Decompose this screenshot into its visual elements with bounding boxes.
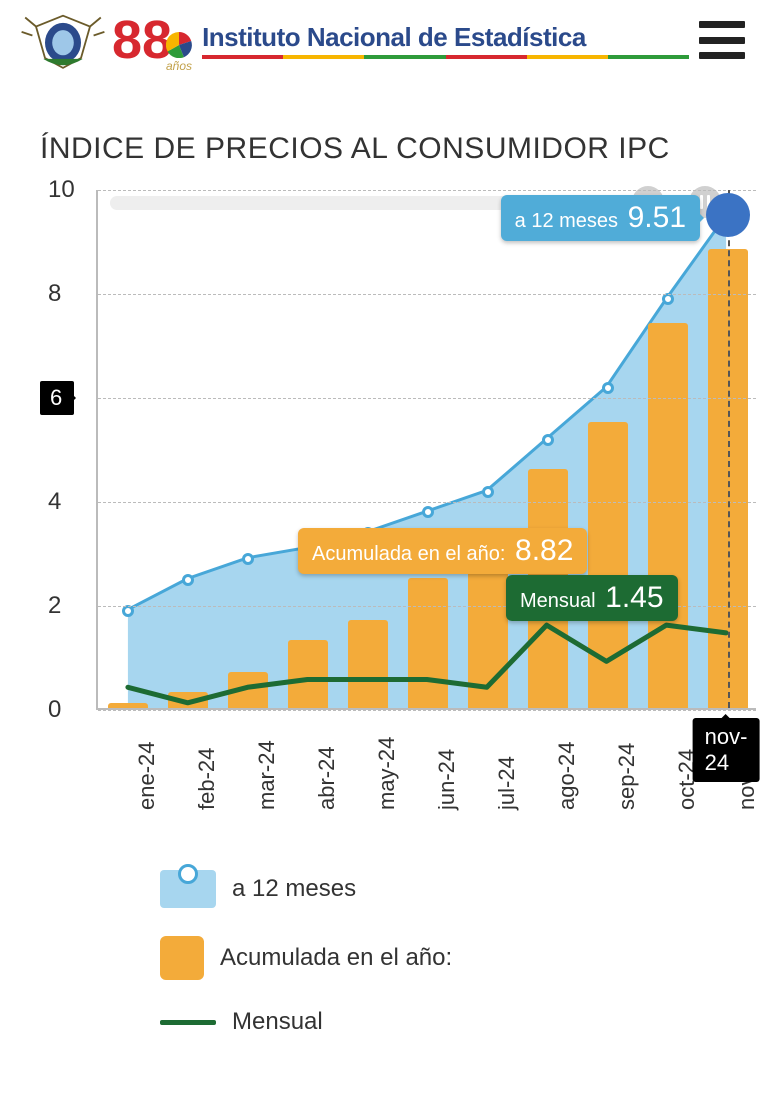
y-tick-label: 2 bbox=[48, 592, 61, 620]
pie-icon bbox=[166, 32, 192, 58]
legend-label: Acumulada en el año: bbox=[220, 944, 452, 972]
legend-item-12meses: a 12 meses bbox=[160, 870, 763, 908]
anniversary-logo: 88 años bbox=[112, 13, 192, 67]
x-tick-label: jul-24 bbox=[494, 756, 520, 810]
bar[interactable] bbox=[228, 672, 269, 708]
bar[interactable] bbox=[588, 422, 629, 708]
bar[interactable] bbox=[288, 640, 329, 708]
tooltip-acumulada: Acumulada en el año: 8.82 bbox=[298, 528, 587, 574]
bar[interactable] bbox=[108, 703, 149, 708]
bar[interactable] bbox=[348, 620, 389, 708]
legend-swatch-bar bbox=[160, 936, 204, 980]
institute-block: Instituto Nacional de Estadística bbox=[202, 22, 689, 59]
x-tick-label: sep-24 bbox=[614, 743, 640, 810]
x-tick-label: ene-24 bbox=[134, 741, 160, 810]
page-title: ÍNDICE DE PRECIOS AL CONSUMIDOR IPC bbox=[0, 72, 763, 166]
y-tick-label: 4 bbox=[48, 488, 61, 516]
y-tick-label: 0 bbox=[48, 696, 61, 724]
y-tick-label: 10 bbox=[48, 176, 75, 204]
chart: a 12 meses 9.51 Acumulada en el año: 8.8… bbox=[0, 190, 763, 830]
legend-label: a 12 meses bbox=[232, 875, 356, 903]
legend-item-acumulada: Acumulada en el año: bbox=[160, 936, 763, 980]
y-marker: 6 bbox=[40, 381, 74, 415]
bar[interactable] bbox=[408, 578, 449, 708]
bar-series bbox=[98, 190, 756, 708]
menu-icon[interactable] bbox=[699, 21, 745, 59]
bar[interactable] bbox=[468, 557, 509, 708]
anniversary-digit: 88 bbox=[112, 13, 172, 67]
bar[interactable] bbox=[648, 323, 689, 708]
x-tick-highlight: nov-24 bbox=[693, 718, 760, 782]
legend: a 12 meses Acumulada en el año: Mensual bbox=[160, 870, 763, 1036]
x-tick-label: feb-24 bbox=[194, 748, 220, 810]
y-tick-label: 8 bbox=[48, 280, 61, 308]
x-tick-label: abr-24 bbox=[314, 746, 340, 810]
legend-item-mensual: Mensual bbox=[160, 1008, 763, 1036]
coat-of-arms-icon bbox=[18, 8, 108, 72]
legend-swatch-area bbox=[160, 870, 216, 908]
x-axis: ene-24 feb-24 mar-24 abr-24 may-24 jun-24 jul-… bbox=[96, 710, 756, 830]
focus-vline bbox=[728, 190, 730, 708]
anniversary-sub: años bbox=[166, 59, 192, 73]
plot-area: a 12 meses 9.51 Acumulada en el año: 8.8… bbox=[96, 190, 756, 710]
institute-name: Instituto Nacional de Estadística bbox=[202, 22, 689, 53]
legend-label: Mensual bbox=[232, 1008, 323, 1036]
x-tick-label: jun-24 bbox=[434, 749, 460, 810]
x-tick-label: may-24 bbox=[374, 737, 400, 810]
x-tick-label: mar-24 bbox=[254, 740, 280, 810]
legend-swatch-line bbox=[160, 1020, 216, 1025]
header: 88 años Instituto Nacional de Estadístic… bbox=[0, 0, 763, 72]
bar[interactable] bbox=[168, 692, 209, 708]
tooltip-12meses: a 12 meses 9.51 bbox=[501, 195, 700, 241]
institute-stripe bbox=[202, 55, 689, 59]
x-tick-label: ago-24 bbox=[554, 741, 580, 810]
tooltip-mensual: Mensual 1.45 bbox=[506, 575, 678, 621]
